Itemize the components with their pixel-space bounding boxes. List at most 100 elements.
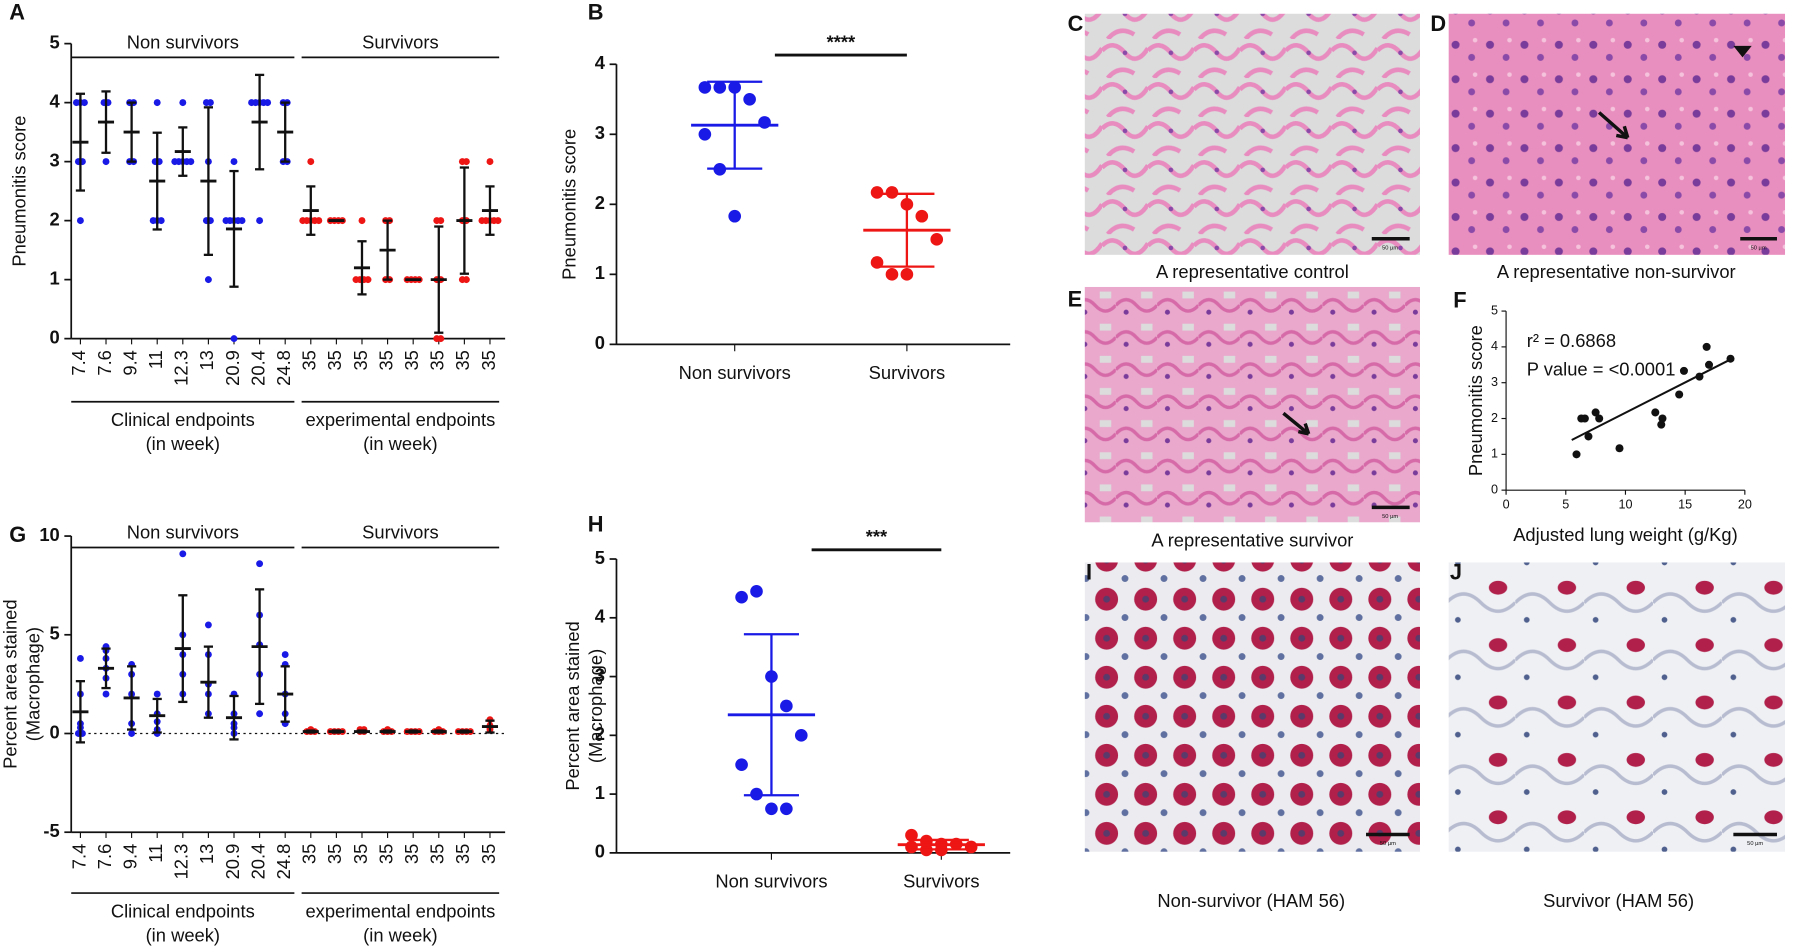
data-point (307, 158, 315, 166)
data-point (187, 158, 195, 166)
x-tick-label: 0 (1503, 497, 1510, 511)
data-point (157, 217, 165, 225)
x-tick-label: 35 (427, 844, 448, 864)
data-point (1705, 360, 1714, 369)
group-label: Non survivors (127, 31, 239, 52)
x-axis-label: Adjusted lung weight (g/Kg) (1513, 524, 1738, 545)
data-point (870, 186, 884, 199)
x-tick-label: 35 (478, 350, 499, 370)
x-tick-label: 35 (299, 350, 320, 370)
data-point (204, 276, 212, 284)
x-tick-label: 20.4 (247, 350, 268, 386)
data-point (256, 710, 264, 718)
data-point (1572, 450, 1581, 459)
arrow (1597, 111, 1630, 140)
y-axis-label: (Macrophage) (585, 649, 606, 763)
data-point (1651, 408, 1660, 417)
trendline (1571, 358, 1731, 441)
data-point (1658, 414, 1667, 423)
data-point (462, 276, 470, 284)
data-point (102, 690, 110, 698)
data-point (915, 209, 929, 223)
data-point (486, 158, 494, 166)
y-axis-label: Pneumonitis score (558, 129, 579, 280)
x-tick-label: 24.8 (273, 350, 294, 386)
panel-letter: I (1086, 560, 1092, 585)
x-tick-label: 15 (1678, 497, 1692, 511)
x-tick-label: Non survivors (715, 871, 827, 892)
y-tick-label: 2 (595, 723, 605, 744)
panel-letter: G (9, 522, 26, 547)
photo-c (1084, 13, 1420, 255)
significance-label: **** (827, 31, 856, 52)
data-point (930, 233, 944, 246)
photo-e (1084, 286, 1420, 523)
y-tick-label: 4 (595, 606, 606, 627)
y-tick-label: 1 (595, 262, 605, 283)
y-tick-label: 10 (39, 524, 59, 545)
data-point (1584, 432, 1593, 441)
annotation: r² = 0.6868 (1527, 330, 1616, 351)
data-point (494, 217, 502, 225)
scale-label: 50 µm (1380, 841, 1396, 847)
data-point (76, 655, 84, 662)
x-tick-label: Non survivors (679, 362, 791, 383)
data-point (794, 729, 808, 742)
data-point (364, 276, 372, 284)
significance-label: *** (866, 526, 888, 547)
panel-letter: D (1430, 11, 1446, 36)
x-tick-label: 20.9 (222, 350, 243, 386)
data-point (206, 99, 214, 107)
x-tick-label: 35 (452, 350, 473, 370)
x-tick-label: 7.6 (94, 350, 115, 376)
caption: A representative control (1156, 261, 1349, 282)
scale-label: 50 µm (1382, 245, 1398, 251)
data-point (437, 335, 445, 343)
y-tick-label: 1 (50, 267, 60, 288)
data-point (256, 217, 264, 225)
x-tick-label: 11 (145, 350, 166, 369)
y-tick-label: 1 (1491, 447, 1498, 461)
y-tick-label: 0 (50, 721, 60, 742)
x-tick-label: 7.4 (68, 350, 89, 376)
y-tick-label: 2 (1491, 411, 1498, 425)
y-axis-label: Pneumonitis score (9, 116, 30, 267)
data-point (281, 651, 289, 658)
group-label: Survivors (362, 522, 439, 543)
footer-label: experimental endpoints (305, 409, 495, 430)
data-point (153, 690, 161, 698)
x-tick-label: 35 (350, 350, 371, 370)
data-point (179, 99, 187, 107)
panel-letter: B (588, 0, 604, 25)
data-point (758, 116, 771, 129)
data-point (462, 158, 470, 166)
x-tick-label: 35 (299, 844, 320, 864)
x-tick-label: 20 (1738, 497, 1752, 511)
footer-label: Clinical endpoints (111, 900, 255, 921)
caption: Survivor (HAM 56) (1543, 890, 1694, 911)
data-point (153, 99, 161, 107)
data-point (80, 99, 88, 107)
group-label: Non survivors (127, 522, 239, 543)
y-tick-label: 3 (595, 664, 605, 685)
group-label: Survivors (362, 31, 439, 52)
y-tick-label: 1 (595, 782, 605, 803)
data-point (1591, 408, 1600, 417)
data-point (1657, 420, 1666, 429)
panel-letter: H (588, 511, 604, 536)
data-point (102, 158, 110, 166)
panel-letter: J (1450, 560, 1462, 585)
data-point (905, 828, 918, 842)
footer-label: (in week) (363, 925, 437, 946)
arrowhead-marker (1733, 45, 1752, 58)
data-point (735, 590, 748, 604)
caption: Non-survivor (HAM 56) (1157, 890, 1345, 911)
footer-label: Clinical endpoints (111, 409, 255, 430)
data-point (900, 268, 914, 281)
arrow (1282, 411, 1311, 436)
data-point (179, 550, 187, 558)
data-point (750, 585, 763, 598)
y-tick-label: 5 (50, 623, 60, 644)
y-tick-label: 5 (50, 31, 60, 52)
x-tick-label: 35 (452, 844, 473, 864)
